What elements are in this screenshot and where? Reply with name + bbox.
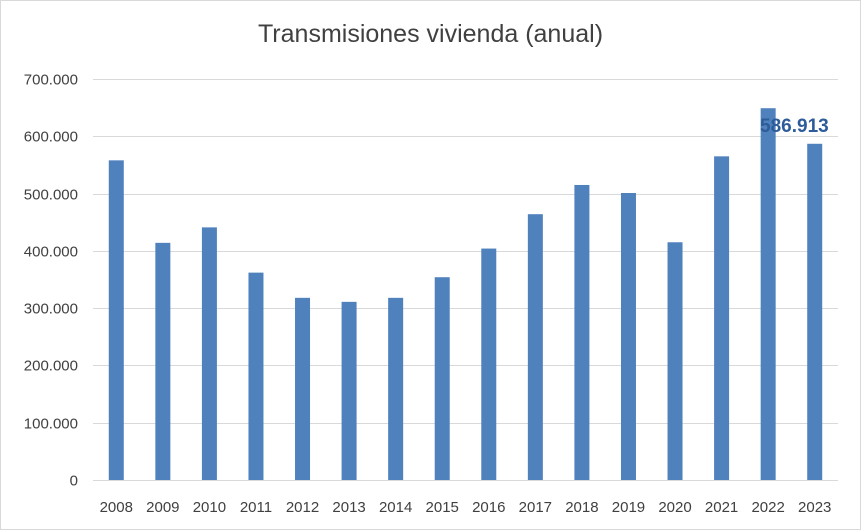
y-tick-label: 300.000: [24, 301, 78, 318]
x-tick-label: 2017: [519, 499, 552, 516]
x-tick-label: 2012: [286, 499, 319, 516]
bar-2017: [527, 214, 543, 481]
x-tick-label: 2020: [658, 499, 691, 516]
y-tick-label: 600.000: [24, 129, 78, 146]
x-tick-label: 2010: [193, 499, 226, 516]
x-tick-label: 2018: [565, 499, 598, 516]
x-tick-label: 2021: [705, 499, 738, 516]
x-tick-label: 2013: [332, 499, 365, 516]
x-tick-label: 2015: [426, 499, 459, 516]
gridlines: [93, 79, 838, 481]
x-tick-label: 2008: [100, 499, 133, 516]
bars: [108, 108, 823, 481]
bar-2013: [341, 301, 357, 480]
x-tick-label: 2009: [146, 499, 179, 516]
bar-2011: [248, 272, 264, 480]
bar-2020: [667, 242, 683, 480]
y-tick-label: 500.000: [24, 187, 78, 204]
bar-2016: [481, 248, 497, 480]
x-tick-label: 2023: [798, 499, 831, 516]
x-tick-label: 2016: [472, 499, 505, 516]
bar-2010: [201, 227, 217, 480]
x-tick-label: 2019: [612, 499, 645, 516]
bar-2012: [295, 297, 311, 480]
bar-2015: [434, 277, 450, 480]
bar-2022: [760, 108, 776, 481]
x-tick-label: 2022: [751, 499, 784, 516]
bar-2014: [388, 297, 404, 480]
data-label-2023: 586.913: [760, 116, 829, 137]
y-tick-label: 700.000: [24, 72, 78, 89]
y-tick-label: 400.000: [24, 244, 78, 261]
bar-2023: [807, 143, 823, 480]
bar-2019: [620, 192, 636, 480]
bar-2018: [574, 184, 590, 480]
x-tick-label: 2014: [379, 499, 412, 516]
y-tick-label: 200.000: [24, 358, 78, 375]
chart-title: Transmisiones vivienda (anual): [257, 20, 604, 48]
y-tick-label: 100.000: [24, 416, 78, 433]
y-tick-label: 0: [70, 473, 78, 490]
x-tick-label: 2011: [240, 499, 272, 516]
bar-2009: [155, 242, 171, 480]
axis-labels: 0 100.000 200.000 300.000 400.000 500.000 600.…: [24, 72, 832, 517]
bar-2008: [108, 160, 124, 481]
bar-2021: [714, 156, 730, 481]
